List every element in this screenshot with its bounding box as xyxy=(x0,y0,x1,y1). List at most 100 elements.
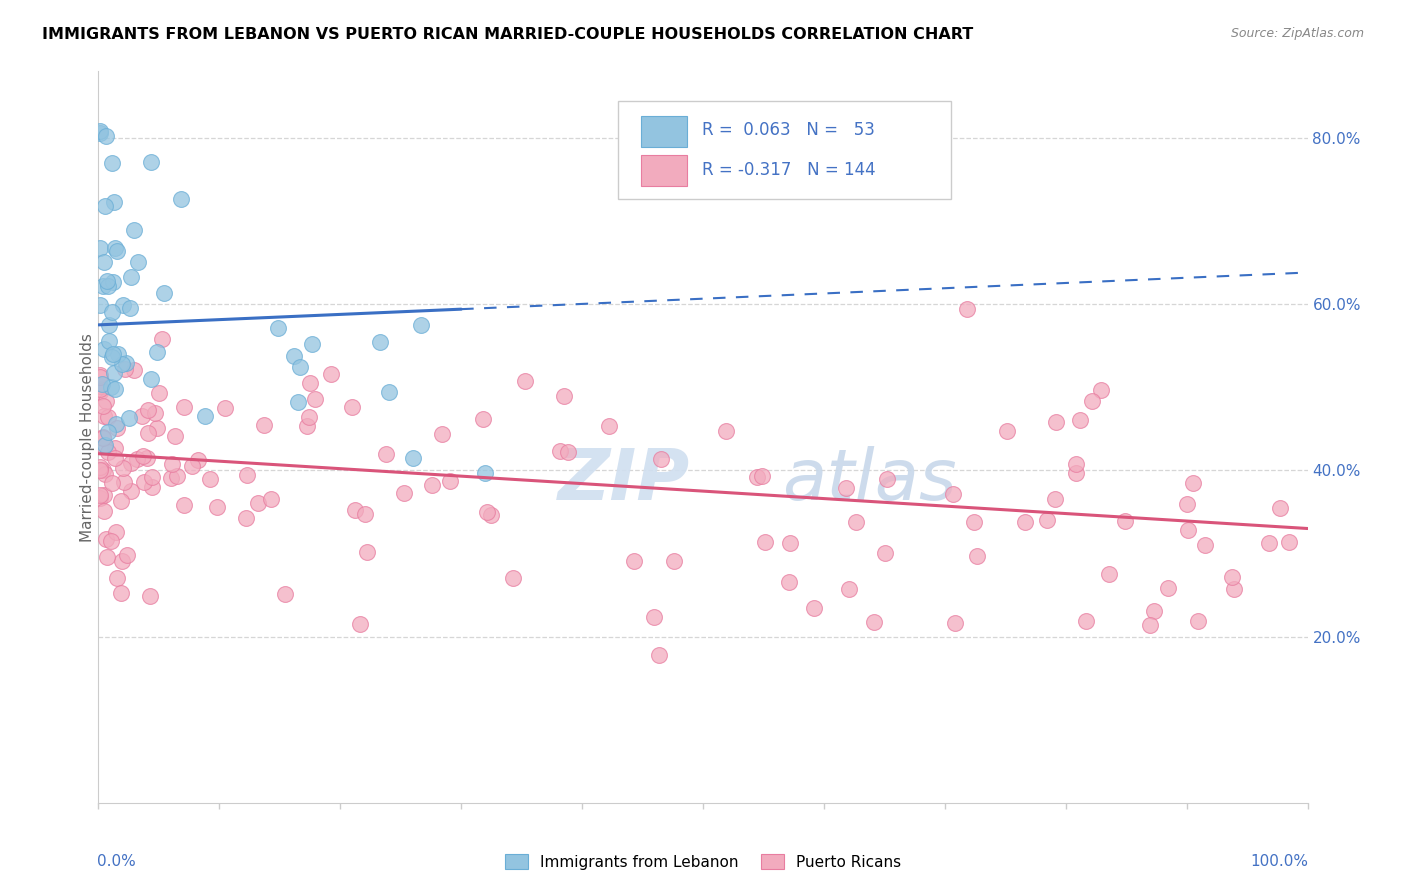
Point xyxy=(110,494,132,508)
Point xyxy=(1177,523,1199,537)
Legend: Immigrants from Lebanon, Puerto Ricans: Immigrants from Lebanon, Puerto Ricans xyxy=(499,847,907,876)
Point xyxy=(89,126,111,140)
Point xyxy=(96,274,118,288)
Point xyxy=(89,460,111,475)
Point xyxy=(1182,476,1205,491)
Point xyxy=(103,382,125,396)
Point xyxy=(193,409,215,423)
Point xyxy=(349,617,371,632)
Point xyxy=(89,379,111,393)
Point xyxy=(146,421,169,435)
Point xyxy=(89,488,111,502)
Point xyxy=(170,192,193,206)
Point xyxy=(716,424,738,438)
Point xyxy=(623,554,645,568)
Point xyxy=(117,411,139,425)
Point xyxy=(214,401,236,416)
Text: R = -0.317   N = 144: R = -0.317 N = 144 xyxy=(702,161,876,179)
Point xyxy=(513,374,536,388)
Point xyxy=(472,412,495,426)
Point xyxy=(402,450,425,465)
Point xyxy=(111,357,134,371)
Point xyxy=(648,648,671,663)
Point xyxy=(105,525,128,540)
Text: Source: ZipAtlas.com: Source: ZipAtlas.com xyxy=(1230,27,1364,40)
Point xyxy=(394,485,416,500)
Point xyxy=(875,546,897,560)
Point xyxy=(1064,457,1087,471)
Point xyxy=(1090,383,1112,397)
Point xyxy=(160,471,183,485)
Point xyxy=(205,500,228,514)
Point xyxy=(187,452,209,467)
Point xyxy=(139,154,162,169)
Point xyxy=(104,450,127,465)
Point xyxy=(1114,514,1136,528)
Point xyxy=(93,342,115,356)
Point xyxy=(1098,567,1121,582)
Point xyxy=(165,429,187,443)
Point xyxy=(235,511,257,525)
Point xyxy=(97,425,120,439)
Point xyxy=(353,508,375,522)
Point xyxy=(145,345,167,359)
Point xyxy=(160,457,183,471)
Point xyxy=(835,482,858,496)
Point xyxy=(1045,415,1067,429)
Point xyxy=(173,498,195,512)
Point xyxy=(1139,617,1161,632)
Point xyxy=(963,515,986,529)
Point xyxy=(375,447,398,461)
Point xyxy=(966,549,988,563)
Point xyxy=(141,480,163,494)
Point xyxy=(198,471,221,485)
Point xyxy=(143,406,166,420)
Point xyxy=(662,554,685,568)
Point xyxy=(1194,538,1216,552)
Point xyxy=(779,536,801,550)
Point xyxy=(139,589,162,603)
Point xyxy=(112,475,135,489)
Point xyxy=(89,382,111,396)
Point xyxy=(747,469,769,483)
Point xyxy=(173,401,195,415)
Point xyxy=(94,532,117,546)
Point xyxy=(139,372,162,386)
Point xyxy=(1014,515,1036,529)
Point xyxy=(1157,581,1180,595)
Point xyxy=(150,332,173,346)
Point xyxy=(1064,467,1087,481)
Point xyxy=(943,615,966,630)
Bar xyxy=(641,155,688,186)
Point xyxy=(295,419,318,434)
Point xyxy=(90,376,112,391)
Point xyxy=(650,452,672,467)
Point xyxy=(93,409,115,424)
Point xyxy=(89,463,111,477)
Point xyxy=(803,601,825,615)
Point xyxy=(1143,604,1166,618)
Point xyxy=(838,582,860,596)
Y-axis label: Married-couple Households: Married-couple Households xyxy=(80,333,94,541)
Point xyxy=(93,254,115,268)
Point xyxy=(100,156,122,170)
Point xyxy=(298,410,321,425)
FancyBboxPatch shape xyxy=(619,101,950,200)
Point xyxy=(288,360,311,375)
Point xyxy=(643,610,665,624)
Point xyxy=(96,550,118,565)
Text: 100.0%: 100.0% xyxy=(1251,854,1309,869)
Point xyxy=(120,484,142,499)
Point xyxy=(553,389,575,403)
Point xyxy=(942,487,965,501)
Point xyxy=(439,474,461,488)
Point xyxy=(598,418,620,433)
Point xyxy=(89,491,111,506)
Point xyxy=(115,548,138,562)
Point xyxy=(110,586,132,600)
Point xyxy=(321,367,343,381)
Point xyxy=(103,195,125,210)
Point xyxy=(105,421,128,435)
Point xyxy=(548,444,571,458)
Point xyxy=(91,430,114,444)
